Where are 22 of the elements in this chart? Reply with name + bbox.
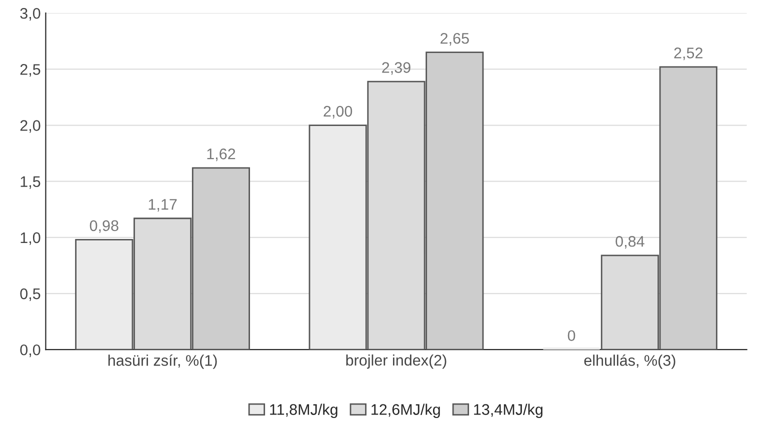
data-label: 2,39 — [382, 62, 410, 75]
data-label: 2,52 — [674, 48, 702, 60]
data-label: 1,17 — [148, 199, 177, 212]
data-label: 1,62 — [207, 148, 236, 162]
x-tick-label: hasüri zsír, %(1) — [108, 354, 217, 369]
data-label: 2,00 — [324, 106, 352, 119]
x-tick-label: brojler index(2) — [346, 354, 446, 369]
data-label: 2,65 — [440, 32, 469, 46]
y-tick-label: 2,5 — [20, 64, 40, 77]
legend-label: 12,6MJ/kg — [372, 404, 440, 418]
legend-label: 13,4MJ/kg — [474, 404, 542, 418]
y-tick-label: 1,0 — [20, 232, 40, 245]
data-label: 0,84 — [616, 236, 644, 249]
data-label: 0,98 — [90, 220, 118, 233]
y-tick-label: 2,0 — [20, 120, 40, 133]
x-tick-label: elhullás, %(3) — [584, 354, 676, 369]
y-tick-label: 0,0 — [20, 344, 40, 358]
y-tick-label: 1,5 — [20, 176, 40, 189]
y-tick-label: 0,5 — [20, 288, 40, 302]
y-tick-label: 3,0 — [20, 8, 40, 21]
data-label: 0 — [568, 330, 576, 342]
legend-label: 11,8MJ/kg — [270, 404, 338, 418]
